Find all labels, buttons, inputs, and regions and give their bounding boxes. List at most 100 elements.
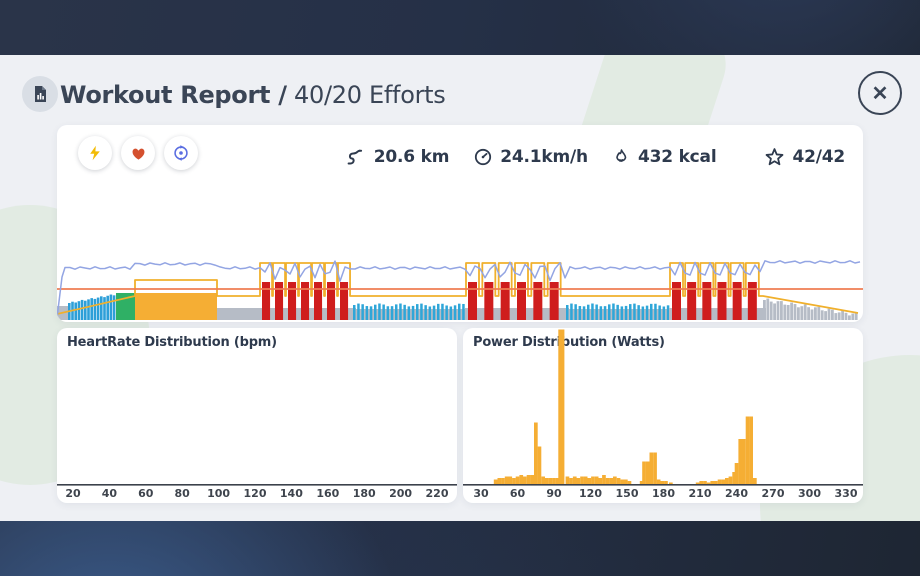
histogram-bar [512,478,516,484]
recovery-stripe [587,304,590,320]
histogram-bar [732,472,736,484]
cooldown-bar [824,311,827,320]
power-distribution-title: Power Distribution (Watts) [473,335,665,350]
recovery-stripe [666,305,670,320]
x-axis-tick: 270 [761,487,785,500]
x-axis-tick: 300 [798,487,821,500]
cooldown-bar [783,304,787,320]
x-axis-tick: 220 [425,487,449,500]
recovery-stripe [432,305,436,320]
histogram-bar [645,461,650,484]
lightning-icon [90,145,100,161]
histogram-bar [669,482,673,484]
histogram-bar [753,478,757,484]
close-button[interactable]: ✕ [858,71,902,115]
recovery-stripe [624,305,628,320]
histogram-bar [544,478,549,484]
x-axis-tick: 330 [834,487,858,500]
effort-bar [262,282,271,320]
cadence-toggle-button[interactable] [164,136,198,170]
heartrate-distribution-chart [57,484,457,486]
histogram-bar [591,476,595,484]
recovery-stripe [641,306,645,320]
cooldown-bar [837,312,841,320]
x-axis-tick: 120 [579,487,602,500]
ramp-bar [112,295,116,320]
heart-icon [132,148,144,160]
distance-stat: 20.6 km [347,147,449,167]
cooldown-bar [814,307,817,320]
histogram-bar [565,476,570,484]
histogram-bar [576,478,581,484]
effort-bar [517,282,526,320]
x-axis-tick: 200 [389,487,413,500]
cadence-icon [174,145,188,161]
histogram-bar [493,479,498,484]
histogram-bar [734,463,739,484]
recovery-stripe [445,305,448,320]
ramp-bar [77,301,81,320]
ramp-bar [100,296,103,320]
histogram-bar [745,416,750,484]
cooldown-bar [844,312,848,320]
histogram-bar [534,422,538,484]
recovery-stripe [353,305,356,320]
power-toggle-button[interactable] [78,136,112,170]
cooldown-bar [827,308,831,320]
histogram-bar [515,476,520,484]
x-axis-tick: 180 [352,487,376,500]
histogram-bar [721,479,725,484]
cooldown-bar [766,298,770,320]
heartrate-toggle-button[interactable] [121,136,155,170]
histogram-bar [738,439,743,484]
histogram-bar [706,482,711,484]
histogram-bar [583,476,588,484]
metric-toggles [78,136,198,170]
cooldown-bar [763,300,766,320]
x-axis-tick: 20 [65,487,81,500]
workout-report-modal: Workout Report / 40/20 Efforts ✕ [0,55,920,521]
histogram-bar [642,461,646,484]
recovery-stripe [378,303,381,320]
recovery-stripe [462,303,465,320]
histogram-bar [656,479,661,484]
histogram-bar [609,478,614,484]
histogram-bar [616,478,621,484]
cooldown-bar [797,307,800,320]
recovery-stripe [399,303,402,320]
route-icon [347,149,362,165]
recovery-stripe [365,306,369,320]
workout-timeline-chart [57,260,863,320]
cooldown-bar [854,312,858,320]
flame-icon [616,148,627,162]
recovery-stripe [620,306,624,320]
recovery-stripe [357,303,360,320]
histogram-bar [560,329,565,484]
histogram-bar [530,475,534,484]
speed-stat: 24.1km/h [473,147,588,167]
effort-bar [702,282,712,320]
histogram-bar [717,479,722,484]
x-axis-tick: 160 [316,487,340,500]
cooldown-bar [831,309,834,320]
score-stat: 42/42 [764,147,845,168]
effort-bar [672,282,681,320]
cooldown-bar [807,307,810,320]
recovery-stripe [369,306,373,320]
star-icon [766,147,784,165]
recovery-stripe [453,305,457,320]
effort-bar [500,282,510,320]
speed-value: 24.1km/h [500,147,588,167]
report-icon [22,76,58,112]
speedometer-icon [475,148,492,166]
effort-bar [717,282,727,320]
cooldown-bar [817,306,821,320]
cooldown-bar [851,313,855,320]
histogram-bar [508,476,513,484]
x-axis-tick: 100 [207,487,231,500]
effort-bar [340,282,349,320]
effort-bar [468,282,477,320]
histogram-bar [695,482,700,484]
recovery-stripe [386,306,390,320]
histogram-bar [548,478,553,484]
